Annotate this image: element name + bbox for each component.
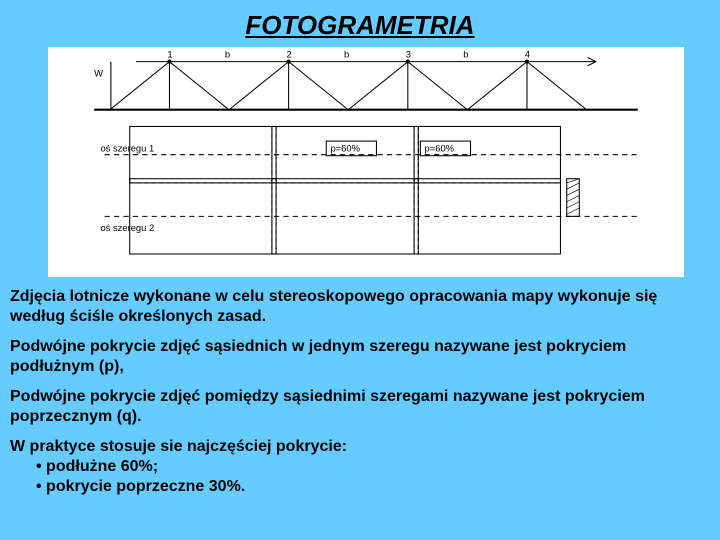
svg-text:b: b <box>463 48 468 59</box>
axis1-label: oś szeregu 1 <box>100 143 154 154</box>
page-title: FOTOGRAMETRIA <box>0 0 720 47</box>
bullet-1: podłużne 60%; <box>36 457 710 477</box>
svg-text:p=60%: p=60% <box>425 143 455 154</box>
diagram-svg: W 1 2 3 <box>48 47 684 277</box>
paragraph-2: Podwójne pokrycie zdjęć sąsiednich w jed… <box>0 337 720 377</box>
bullet-2: pokrycie poprzeczne 30%. <box>36 477 710 497</box>
svg-text:4: 4 <box>525 48 530 59</box>
label-b: b <box>225 48 230 59</box>
svg-text:2: 2 <box>287 48 292 59</box>
diagram-panel: W 1 2 3 <box>48 47 684 277</box>
svg-text:1: 1 <box>167 48 172 59</box>
hatch-q <box>567 179 580 217</box>
svg-text:b: b <box>344 48 349 59</box>
svg-text:p=60%: p=60% <box>330 143 360 154</box>
paragraph-4: W praktyce stosuje sie najczęściej pokry… <box>0 437 720 497</box>
label-w: W <box>94 67 103 78</box>
paragraph-1: Zdjęcia lotnicze wykonane w celu stereos… <box>0 287 720 327</box>
row1-footprints: p=60% p=60% <box>105 126 638 182</box>
row2-footprints <box>105 179 638 254</box>
axis2-label: oś szeregu 2 <box>100 222 154 233</box>
p4-lead: W praktyce stosuje sie najczęściej pokry… <box>10 438 347 455</box>
paragraph-3: Podwójne pokrycie zdjęć pomiędzy sąsiedn… <box>0 387 720 427</box>
svg-text:3: 3 <box>406 48 411 59</box>
